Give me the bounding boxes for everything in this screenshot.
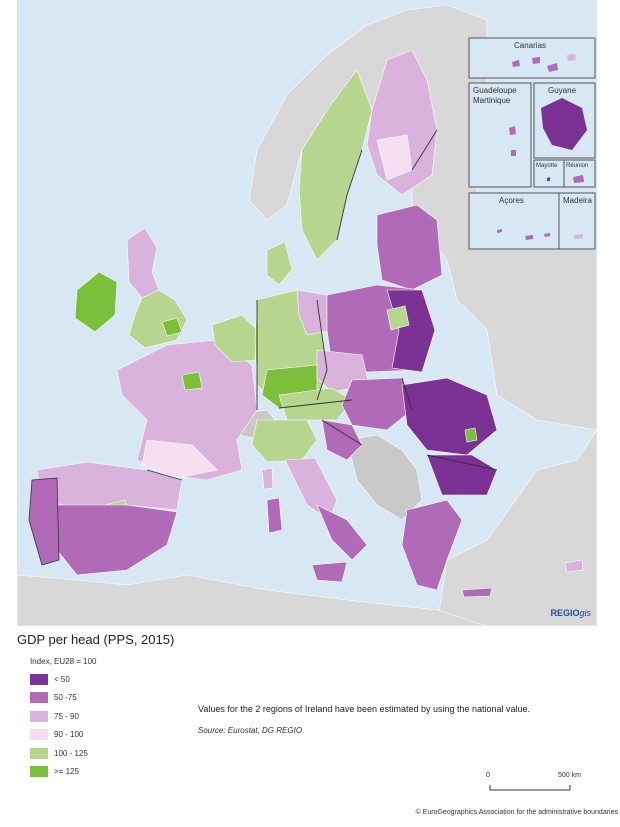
region-slovakia-hungary — [341, 377, 413, 431]
inset-label-guadeloupe-martinique: Guadeloupe Martinique — [473, 86, 517, 105]
logo-suffix: gis — [579, 608, 591, 618]
land-north-africa — [17, 574, 488, 626]
legend-label: >= 125 — [54, 767, 79, 776]
land-balkans-nonEU — [346, 434, 423, 521]
regiogis-logo: REGIOgis — [550, 608, 591, 618]
region-bucharest — [464, 427, 478, 443]
country-borders — [146, 129, 498, 481]
legend-swatch — [30, 766, 48, 777]
copyright-text: © EuroGeographics Association for the ad… — [415, 809, 618, 816]
region-baltics — [376, 204, 443, 291]
legend-label: 100 - 125 — [54, 748, 88, 758]
region-sicily — [311, 561, 348, 583]
inset-label-reunion: Réunion — [566, 163, 589, 169]
legend-label: 50 -75 — [54, 693, 77, 702]
legend-item: 100 - 125 — [30, 747, 88, 759]
scale-zero-label: 0 — [486, 772, 490, 779]
legend-swatch — [30, 692, 48, 703]
inset-guyane — [533, 82, 596, 159]
scale-bar — [489, 785, 571, 791]
inset-acores-madeira — [468, 192, 596, 250]
inset-label-madeira: Madeira — [563, 196, 592, 205]
inset-label-canarias: Canarias — [514, 41, 547, 50]
inset-canarias — [468, 37, 596, 79]
map-svg — [17, 4, 597, 626]
region-london — [161, 317, 183, 337]
region-uk-north — [126, 227, 160, 299]
region-bulgaria — [426, 454, 498, 496]
inset-guadeloupe — [468, 82, 532, 188]
region-romania — [401, 377, 498, 456]
region-benelux — [211, 314, 258, 363]
region-crete — [461, 587, 493, 598]
legend-item: 50 -75 — [30, 692, 77, 704]
legend-swatch — [30, 673, 48, 685]
region-paris — [181, 371, 203, 391]
legend-swatch — [30, 747, 48, 759]
legend-label: 90 - 100 — [54, 730, 84, 739]
region-denmark — [266, 241, 293, 286]
legend-swatch — [30, 710, 48, 722]
inset-label-acores: Açores — [499, 196, 524, 205]
region-greece — [401, 499, 463, 591]
legend-item: < 50 — [30, 673, 70, 685]
legend-swatch — [30, 729, 48, 740]
legend-title: GDP per head (PPS, 2015) — [17, 632, 175, 647]
source-text: Source: Eurostat, DG REGIO — [198, 726, 303, 735]
europe-map: Canarias Guadeloupe Martinique Guyane Ma… — [17, 0, 597, 626]
region-ireland — [74, 271, 118, 333]
inset-label-mayotte: Mayotte — [536, 163, 558, 169]
region-germany-east — [296, 289, 333, 336]
region-warsaw — [386, 305, 410, 331]
region-sardinia — [266, 497, 283, 534]
inset-label-guyane: Guyane — [548, 86, 577, 95]
region-cyprus — [564, 559, 584, 573]
region-portugal — [28, 477, 60, 566]
region-italy-south — [316, 504, 368, 561]
region-croatia — [321, 419, 363, 461]
region-corsica — [261, 467, 274, 490]
inset-mayotte-reunion — [533, 159, 596, 188]
region-spain-south — [56, 504, 178, 576]
ireland-note: Values for the 2 regions of Ireland have… — [198, 704, 531, 714]
legend-label: 75 - 90 — [54, 711, 79, 721]
legend-item: 75 - 90 — [30, 710, 79, 722]
logo-main: REGIO — [550, 608, 580, 618]
scale-distance-label: 500 km — [558, 772, 581, 779]
region-uk-south — [128, 289, 188, 349]
legend-item: 90 - 100 — [30, 729, 83, 741]
region-italy-centre — [284, 457, 338, 521]
legend-subtitle: Index, EU28 = 100 — [30, 657, 97, 666]
legend-item: >= 125 — [30, 766, 79, 778]
legend-label: < 50 — [54, 674, 70, 684]
region-italy-north — [251, 419, 318, 463]
region-france-south — [141, 439, 218, 479]
